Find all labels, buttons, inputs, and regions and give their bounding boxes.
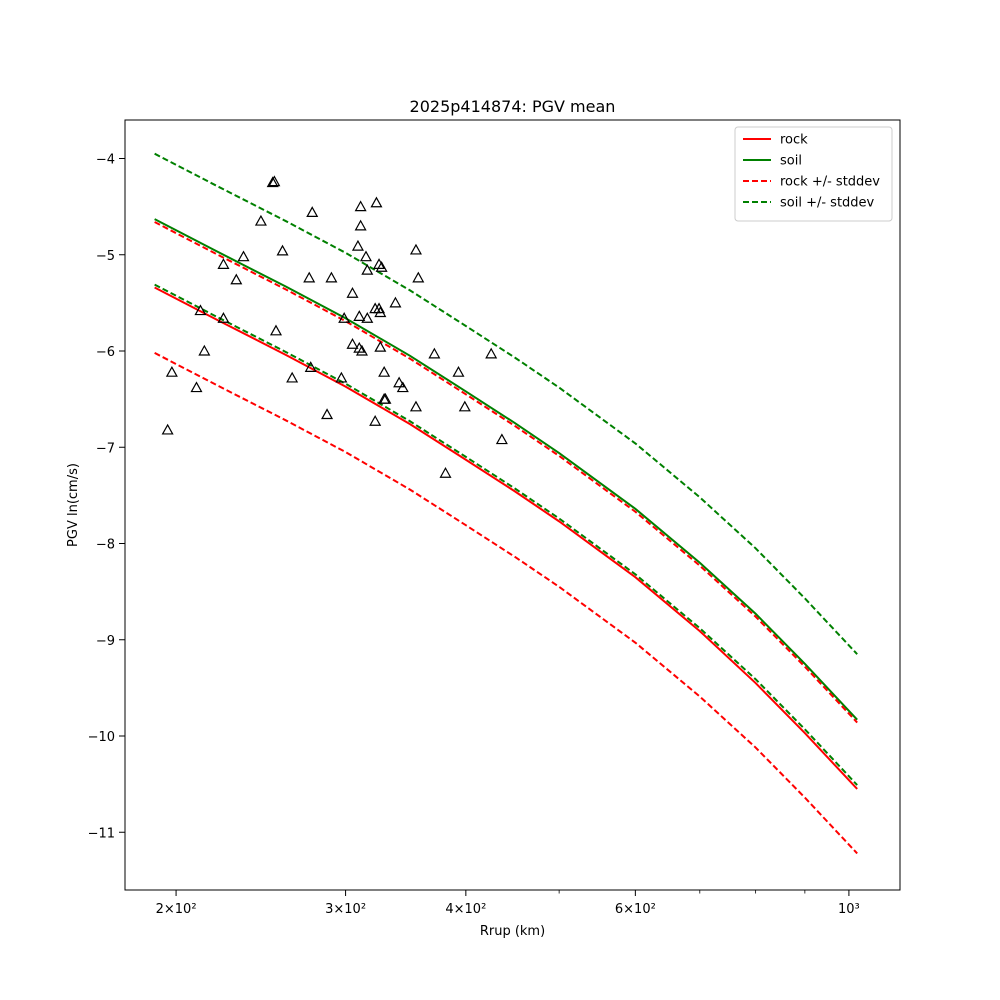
y-tick-label: −11	[88, 826, 115, 841]
observation-point	[396, 381, 409, 393]
observation-point	[254, 214, 267, 226]
observation-point	[338, 312, 351, 323]
y-axis-label: PGV ln(cm/s)	[66, 463, 81, 547]
observation-point	[375, 261, 388, 272]
series-line-4	[154, 152, 858, 655]
x-tick-label: 4×10²	[445, 902, 486, 917]
series-line-0	[154, 286, 858, 790]
observation-point	[335, 371, 348, 383]
observation-point	[351, 239, 364, 251]
legend-label: rock +/- stddev	[780, 175, 880, 190]
y-tick-label: −9	[96, 634, 115, 649]
observation-point	[452, 365, 465, 377]
series-line-1	[154, 218, 858, 721]
observation-point	[361, 263, 374, 275]
x-tick-label: 6×10²	[615, 902, 656, 917]
observation-point	[378, 365, 391, 377]
y-tick-label: −4	[96, 153, 115, 168]
observation-point	[198, 344, 211, 356]
observation-point	[409, 243, 422, 255]
x-tick-label: 3×10²	[325, 902, 366, 917]
y-axis: −4 −5 −6 −7 −8 −9 −10 −11	[88, 153, 125, 841]
x-axis-label: Rrup (km)	[480, 924, 545, 939]
observation-point	[428, 347, 441, 359]
y-tick-label: −7	[96, 441, 115, 456]
observation-point	[458, 400, 471, 412]
series-line-5	[154, 283, 858, 786]
observation-point	[373, 302, 386, 314]
observation-point	[346, 338, 359, 349]
plot-area	[124, 119, 901, 891]
legend-box	[734, 126, 893, 222]
observation-point	[354, 219, 367, 231]
observation-point	[217, 312, 230, 323]
observation-point	[355, 344, 368, 356]
observation-point	[495, 433, 508, 445]
observation-point	[439, 467, 452, 478]
legend: rock soil rock +/- stddev soil +/- stddev	[734, 126, 893, 222]
observation-point	[346, 287, 359, 298]
points-layer	[161, 175, 508, 478]
y-tick-label: −8	[96, 538, 115, 553]
observation-point	[389, 296, 402, 308]
observation-point	[374, 340, 387, 352]
observation-point	[412, 271, 425, 283]
observation-point	[373, 258, 386, 269]
chart-title: 2025p414874: PGV mean	[410, 97, 616, 116]
series-line-2	[154, 221, 858, 724]
observation-point	[276, 244, 289, 256]
observation-point	[306, 206, 319, 217]
observation-point	[361, 312, 374, 323]
observation-point	[161, 423, 174, 435]
observation-point	[304, 361, 317, 372]
observation-point	[370, 196, 383, 208]
observation-point	[409, 400, 422, 412]
observation-point	[165, 365, 178, 377]
observation-point	[269, 324, 283, 336]
observation-point	[194, 304, 207, 316]
observation-point	[353, 310, 366, 321]
observation-point	[379, 392, 392, 404]
y-tick-label: −10	[88, 730, 115, 745]
legend-label: rock	[780, 133, 808, 148]
plot-frame	[124, 119, 901, 891]
observation-point	[237, 250, 250, 262]
observation-point	[266, 176, 279, 188]
observation-point	[374, 306, 387, 318]
x-axis: 2×10² 3×10² 4×10² 6×10² 10³	[156, 890, 860, 917]
legend-label: soil +/- stddev	[780, 196, 875, 211]
observation-point	[353, 341, 366, 353]
series-layer	[154, 152, 858, 855]
observation-point	[217, 258, 230, 269]
observation-point	[393, 376, 406, 388]
observation-point	[325, 271, 338, 283]
x-tick-label: 10³	[838, 902, 860, 917]
x-tick-label: 2×10²	[156, 902, 197, 917]
y-tick-label: −6	[96, 345, 115, 360]
observation-point	[286, 371, 299, 383]
observation-point	[359, 250, 372, 262]
observation-point	[303, 271, 316, 283]
observation-point	[190, 381, 203, 393]
legend-label: soil	[780, 154, 802, 169]
series-line-3	[154, 352, 858, 855]
observation-point	[230, 273, 243, 285]
observation-point	[485, 347, 498, 359]
y-tick-label: −5	[96, 249, 115, 264]
observation-point	[354, 200, 367, 212]
observation-point	[321, 408, 334, 420]
observation-point	[268, 175, 281, 187]
observation-point	[369, 415, 382, 426]
